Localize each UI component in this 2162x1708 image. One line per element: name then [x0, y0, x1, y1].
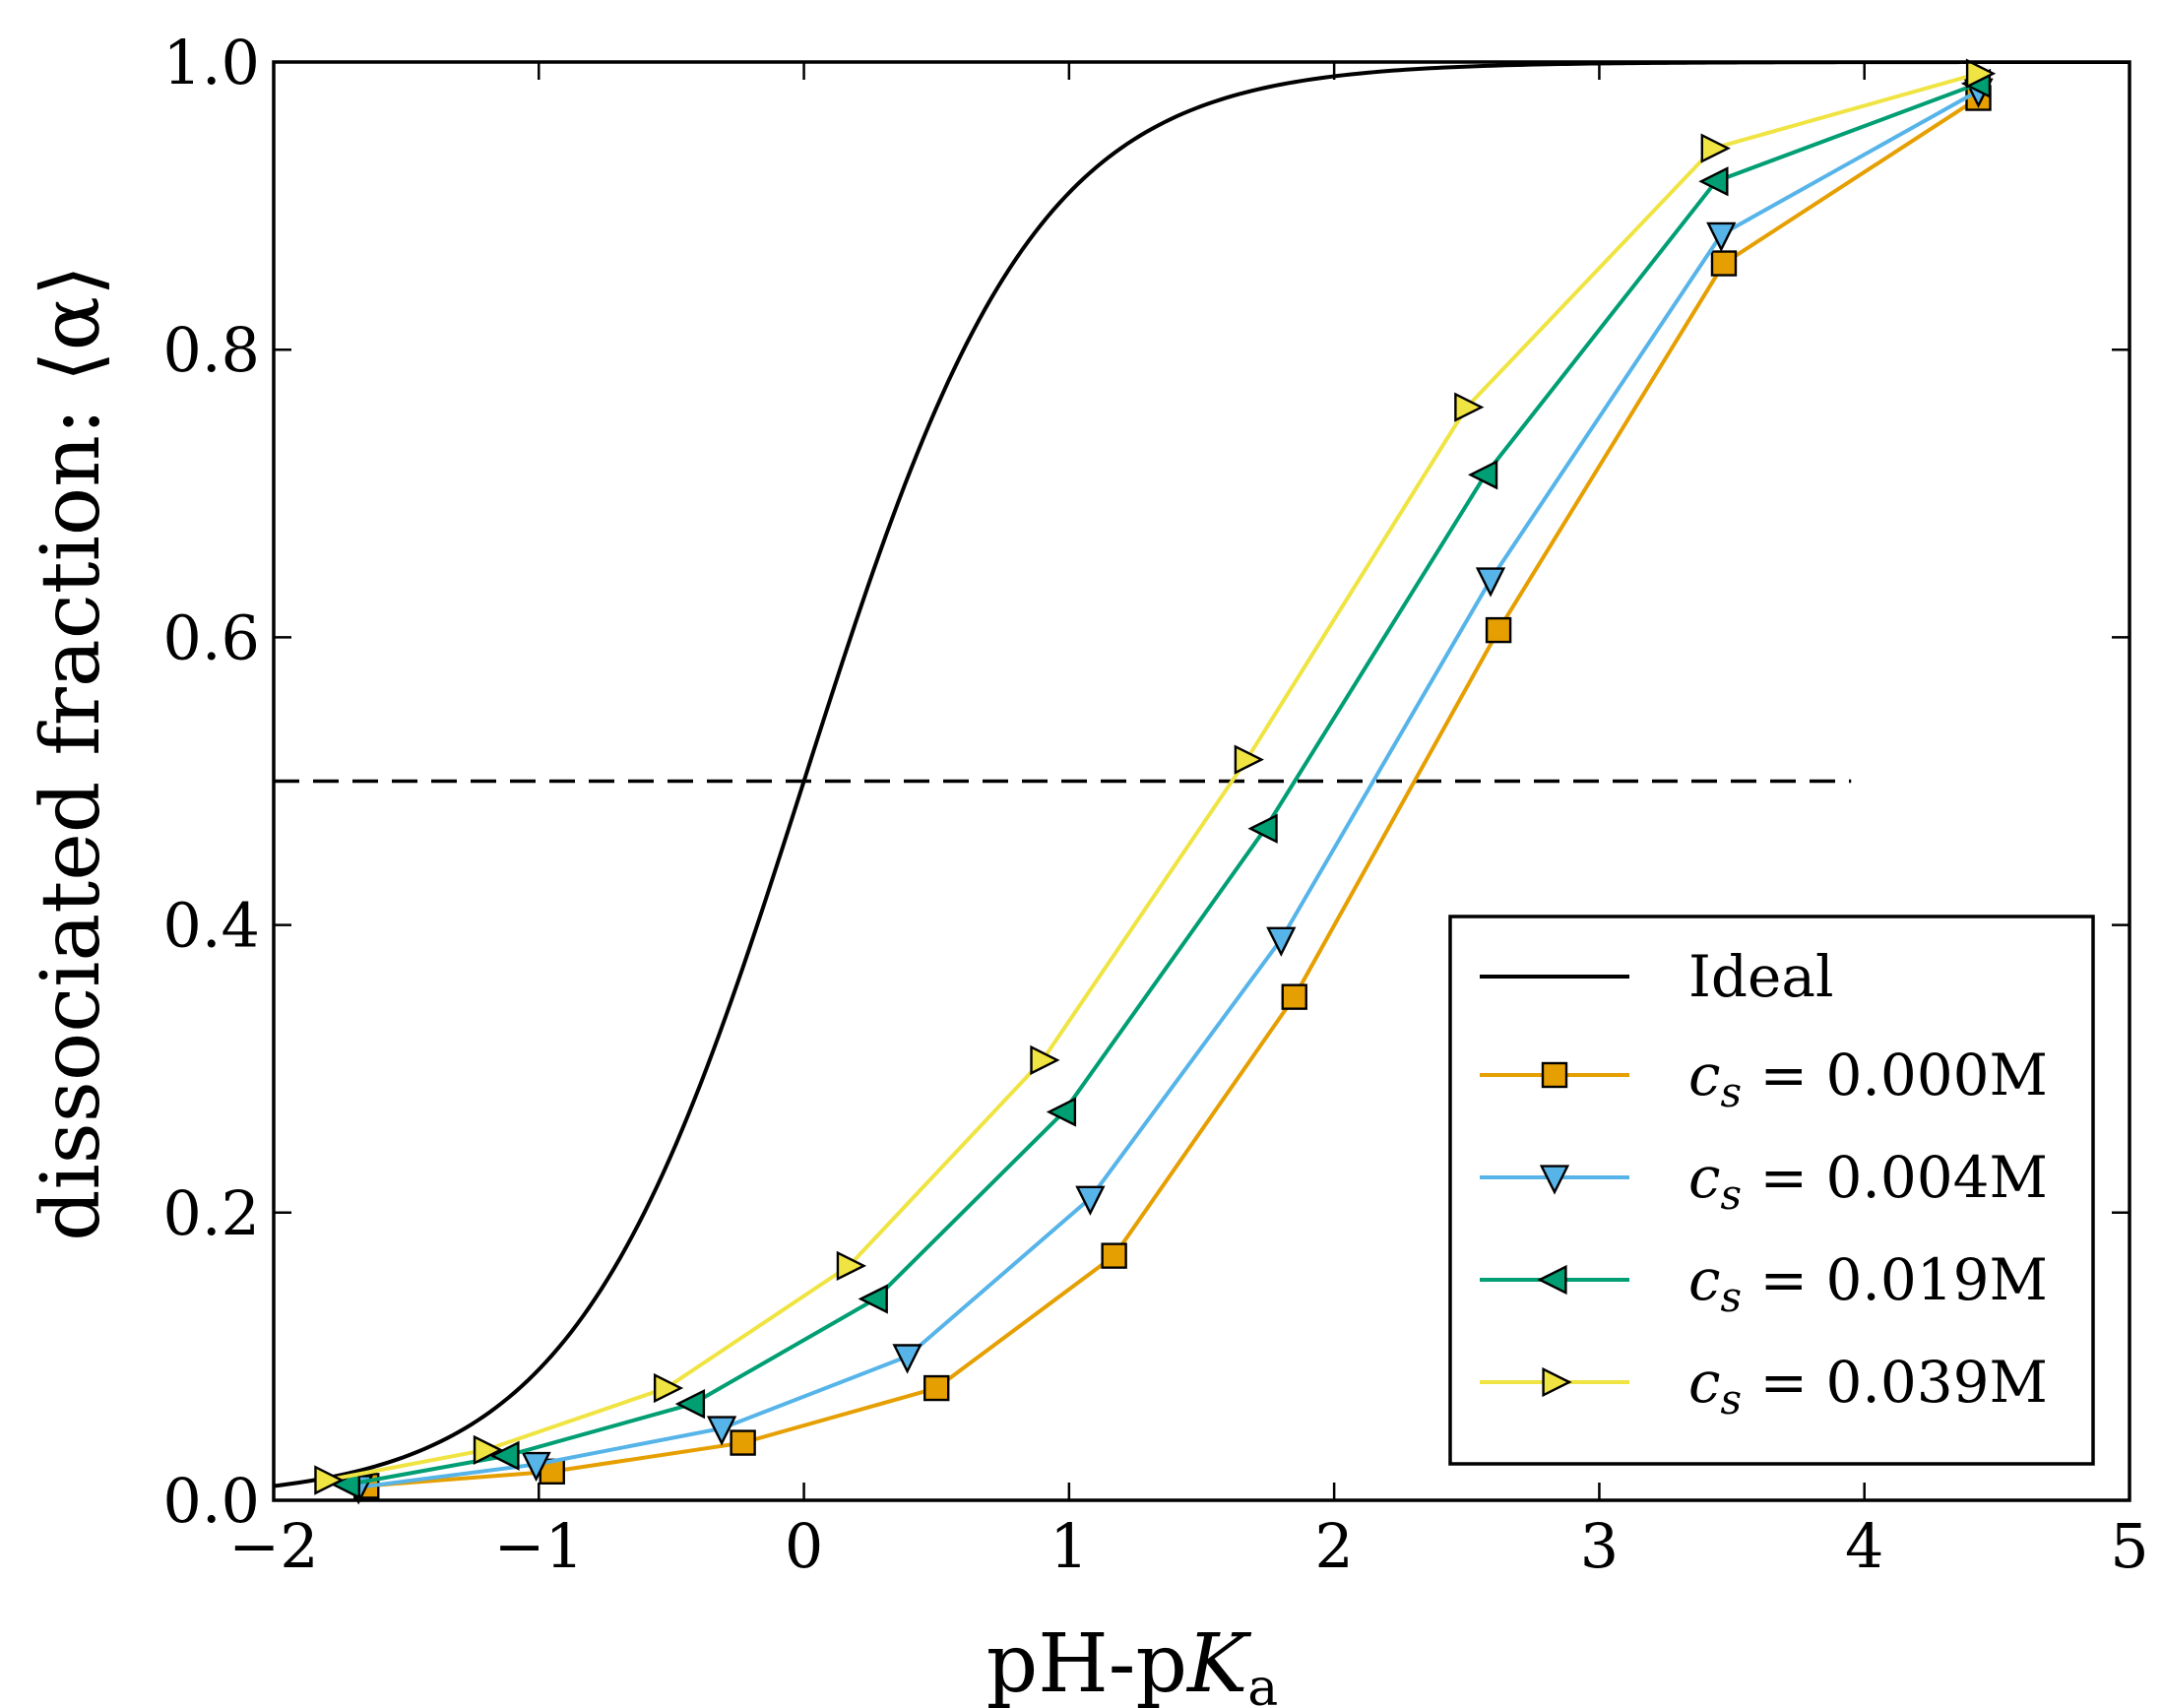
- data-point: [706, 1416, 737, 1446]
- data-point: [489, 1440, 520, 1471]
- x-tick-label: −1: [494, 1510, 584, 1582]
- series-2: [330, 68, 1992, 1500]
- data-point: [1698, 166, 1729, 197]
- y-axis-label: dissociated fraction: ⟨α⟩: [25, 265, 118, 1241]
- data-point: [653, 1372, 684, 1404]
- data-point: [1266, 926, 1297, 957]
- data-point: [1485, 616, 1512, 644]
- legend-label-sub: s: [1720, 1068, 1742, 1116]
- data-point: [892, 1344, 922, 1374]
- legend-item-1: cs = 0.004M: [1480, 1144, 2048, 1219]
- data-point: [1281, 983, 1307, 1010]
- x-axis-label: pH-pKa: [986, 1617, 1278, 1708]
- data-point: [858, 1284, 888, 1314]
- legend-label-sub: s: [1720, 1273, 1742, 1321]
- legend-label-value: = 0.004M: [1742, 1144, 2048, 1211]
- x-axis-label-subscript: a: [1247, 1659, 1278, 1708]
- data-point: [1101, 1242, 1127, 1269]
- data-point: [1706, 221, 1737, 253]
- legend-label: cs = 0.019M: [1688, 1246, 2048, 1321]
- plot-area: [274, 58, 2130, 1505]
- legend-label-ideal: Ideal: [1688, 943, 1834, 1010]
- x-tick-label: 1: [1049, 1510, 1088, 1582]
- y-tick-label: 0.0: [162, 1465, 260, 1537]
- y-tick-label: 1.0: [162, 27, 260, 98]
- plot-frame: [272, 60, 2131, 1502]
- data-point: [521, 1451, 551, 1483]
- y-tick-label: 0.4: [162, 890, 260, 962]
- legend-swatch-marker: [1537, 1264, 1567, 1296]
- data-point: [1467, 460, 1498, 490]
- legend-item-2: cs = 0.019M: [1480, 1246, 2048, 1321]
- axes: −2 −1 0 1 2 3 4 5 0.0 0.2 0.4 0.6 0.8 1.0: [162, 27, 2148, 1582]
- data-point: [1454, 392, 1485, 422]
- legend-label-value: = 0.000M: [1742, 1042, 2048, 1108]
- data-point: [314, 1465, 345, 1495]
- data-point: [1475, 567, 1506, 598]
- data-point: [1965, 58, 1997, 89]
- legend-swatch-marker: [1542, 1366, 1572, 1398]
- x-axis-label-base: pH-p: [986, 1617, 1187, 1708]
- legend-label-sub: s: [1720, 1375, 1742, 1423]
- data-point: [1710, 250, 1738, 277]
- x-tick-label: −2: [228, 1510, 318, 1582]
- y-tick-label: 0.8: [162, 314, 260, 386]
- x-axis-label-italic: K: [1185, 1617, 1252, 1708]
- y-tick-label: 0.2: [162, 1177, 260, 1249]
- data-point: [923, 1374, 950, 1402]
- data-point: [674, 1388, 706, 1420]
- data-point: [473, 1434, 504, 1466]
- data-point: [836, 1250, 867, 1281]
- legend-item-0: cs = 0.000M: [1480, 1042, 2048, 1116]
- data-point: [1075, 1185, 1106, 1216]
- x-tick-label: 4: [1845, 1510, 1883, 1582]
- data-point: [1247, 813, 1278, 844]
- legend-label-sub: s: [1720, 1170, 1742, 1219]
- legend-label-var: c: [1688, 1042, 1720, 1108]
- legend-label: cs = 0.039M: [1688, 1349, 2048, 1423]
- x-tick-label: 2: [1314, 1510, 1353, 1582]
- legend-label-value: = 0.039M: [1742, 1349, 2048, 1416]
- legend-box: [1448, 915, 2095, 1466]
- legend-item-3: cs = 0.039M: [1480, 1349, 2048, 1423]
- x-tick-label: 3: [1580, 1510, 1619, 1582]
- legend-swatch-marker: [1541, 1061, 1568, 1089]
- data-point: [1030, 1044, 1060, 1076]
- data-point: [1700, 133, 1731, 163]
- legend-label: cs = 0.004M: [1688, 1144, 2048, 1219]
- legend-swatch-marker: [1539, 1165, 1570, 1195]
- series-3: [314, 58, 1997, 1495]
- legend-label-value: = 0.019M: [1742, 1246, 2048, 1313]
- legend-label: cs = 0.000M: [1688, 1042, 2048, 1116]
- data-point: [1234, 744, 1264, 775]
- y-tick-label: 0.6: [162, 601, 260, 673]
- legend-label-var: c: [1688, 1246, 1720, 1313]
- legend-label-var: c: [1688, 1144, 1720, 1211]
- data-point: [730, 1429, 756, 1456]
- legend-item-ideal: Ideal: [1480, 943, 1834, 1010]
- x-tick-label: 5: [2110, 1510, 2148, 1582]
- x-tick-label: 0: [785, 1510, 823, 1582]
- legend-label-var: c: [1688, 1349, 1720, 1416]
- data-point: [1046, 1097, 1077, 1127]
